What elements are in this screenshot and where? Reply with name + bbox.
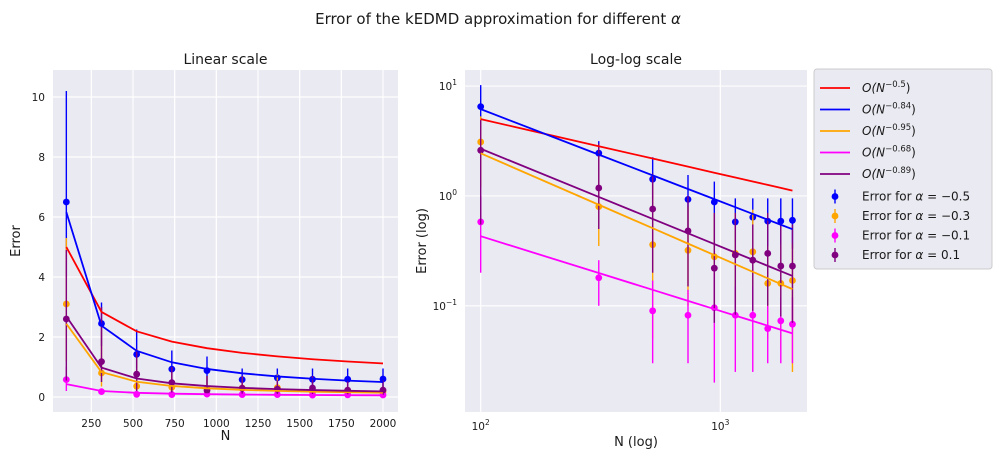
legend-point-swatch: [831, 232, 839, 239]
legend-items: O(N−0.5) O(N−0.84) O(N−0.95) O(N−0.68) O(N−0…: [820, 80, 970, 262]
legend-item-fit: O(N−0.95): [820, 123, 916, 138]
right-error-point: [764, 249, 772, 257]
right-x-tick-label: 102: [472, 418, 490, 433]
left-fit-line: [66, 383, 384, 397]
legend-item-fit: O(N−0.84): [820, 102, 916, 117]
left-error-point: [133, 370, 141, 378]
right-error-point: [789, 320, 796, 328]
legend-item-error: Error for α = −0.3: [831, 209, 970, 223]
left-x-tick-label: 750: [165, 418, 185, 430]
legend-fit-label: O(N−0.68): [862, 145, 916, 160]
right-tick-labels: 102 103 10−1 100 101: [433, 78, 730, 433]
figure-title: Error of the kEDMD approximation for dif…: [315, 10, 681, 28]
left-axes-background: [53, 70, 398, 412]
right-y-tick-label: 10−1: [433, 298, 458, 313]
left-error-point: [379, 375, 387, 383]
left-y-tick-label: 6: [38, 212, 45, 224]
right-error-point: [710, 264, 718, 272]
right-x-tick-label: 103: [711, 418, 729, 433]
legend-item-fit: O(N−0.68): [820, 145, 916, 160]
left-y-tick-label: 10: [32, 92, 45, 104]
right-error-point: [595, 274, 603, 282]
right-error-point: [649, 307, 657, 315]
right-error-point: [595, 184, 603, 192]
left-tick-labels: 250 500 750 1000 1250 1500 1750 2000 0 2 4 6 8 10: [32, 92, 397, 430]
legend-error-label: Error for α = −0.1: [862, 229, 970, 243]
legend-point-swatch: [831, 193, 839, 200]
right-axes-title: Log-log scale: [590, 52, 682, 68]
left-x-tick-label: 1500: [286, 418, 313, 430]
right-error-point: [789, 262, 796, 270]
right-error-point: [649, 205, 657, 213]
right-error-point: [789, 216, 796, 224]
right-y-axis-label: Error (log): [415, 208, 430, 274]
legend-error-label: Error for α = −0.5: [862, 190, 970, 204]
right-axes-background: [465, 70, 807, 412]
legend-item-error: Error for α = 0.1: [831, 248, 960, 262]
legend-error-label: Error for α = 0.1: [862, 248, 960, 262]
left-x-axis-label: N: [221, 429, 231, 444]
right-error-point: [777, 317, 785, 325]
left-y-tick-label: 4: [38, 272, 45, 284]
left-x-tick-label: 1250: [245, 418, 272, 430]
legend-box: [813, 68, 993, 270]
legend-item-fit: O(N−0.5): [820, 80, 910, 95]
left-x-tick-label: 500: [123, 418, 143, 430]
right-error-point: [777, 217, 785, 225]
left-grid: [53, 70, 398, 412]
right-error-point: [684, 311, 692, 319]
left-error-point: [98, 358, 105, 365]
right-fit-line: [480, 147, 793, 277]
right-fit-line: [480, 118, 793, 192]
right-fit-line: [480, 108, 793, 231]
left-y-tick-label: 0: [38, 392, 45, 404]
left-error-point: [62, 198, 70, 206]
left-x-tick-label: 1000: [203, 418, 230, 430]
legend-item-fit: O(N−0.89): [820, 166, 916, 181]
legend-point-swatch: [831, 212, 839, 220]
left-y-tick-label: 8: [38, 152, 45, 164]
right-axes: 102 103 10−1 100 101 Log-log scale N (log) E…: [415, 52, 807, 450]
right-y-tick-label: 100: [439, 188, 457, 203]
right-fit-line: [480, 152, 793, 290]
left-y-tick-label: 2: [38, 332, 45, 344]
left-axes-title: Linear scale: [183, 52, 267, 68]
left-fit-line: [65, 323, 384, 394]
legend-fit-label: O(N−0.5): [862, 80, 910, 95]
left-fit-line: [65, 211, 384, 383]
left-x-tick-label: 250: [81, 418, 101, 430]
right-error-point: [749, 311, 757, 319]
left-axes: 250 500 750 1000 1250 1500 1750 2000 0 2 4 6 8 10 Lin…: [9, 52, 398, 444]
legend-fit-label: O(N−0.89): [862, 166, 916, 181]
left-fit-line: [65, 315, 384, 393]
left-fit-line: [65, 246, 384, 365]
left-plot-data: [62, 91, 387, 399]
legend-error-label: Error for α = −0.3: [862, 209, 970, 223]
left-y-axis-label: Error: [9, 225, 24, 257]
right-errorbar-series: [477, 120, 796, 323]
right-fit-line: [480, 235, 793, 335]
left-x-tick-label: 2000: [370, 418, 397, 430]
legend-point-swatch: [831, 251, 839, 259]
legend-fit-label: O(N−0.84): [862, 102, 916, 117]
legend-fit-label: O(N−0.95): [862, 123, 916, 138]
right-y-tick-label: 101: [439, 78, 457, 93]
right-x-axis-label: N (log): [614, 435, 658, 450]
legend-item-error: Error for α = −0.1: [831, 228, 970, 243]
right-plot-data: [477, 85, 796, 383]
right-error-point: [777, 262, 785, 270]
left-x-tick-label: 1750: [328, 418, 355, 430]
legend-item-error: Error for α = −0.5: [831, 189, 970, 204]
legend: O(N−0.5) O(N−0.84) O(N−0.95) O(N−0.68) O(N−0…: [813, 68, 993, 270]
right-error-point: [477, 103, 485, 111]
